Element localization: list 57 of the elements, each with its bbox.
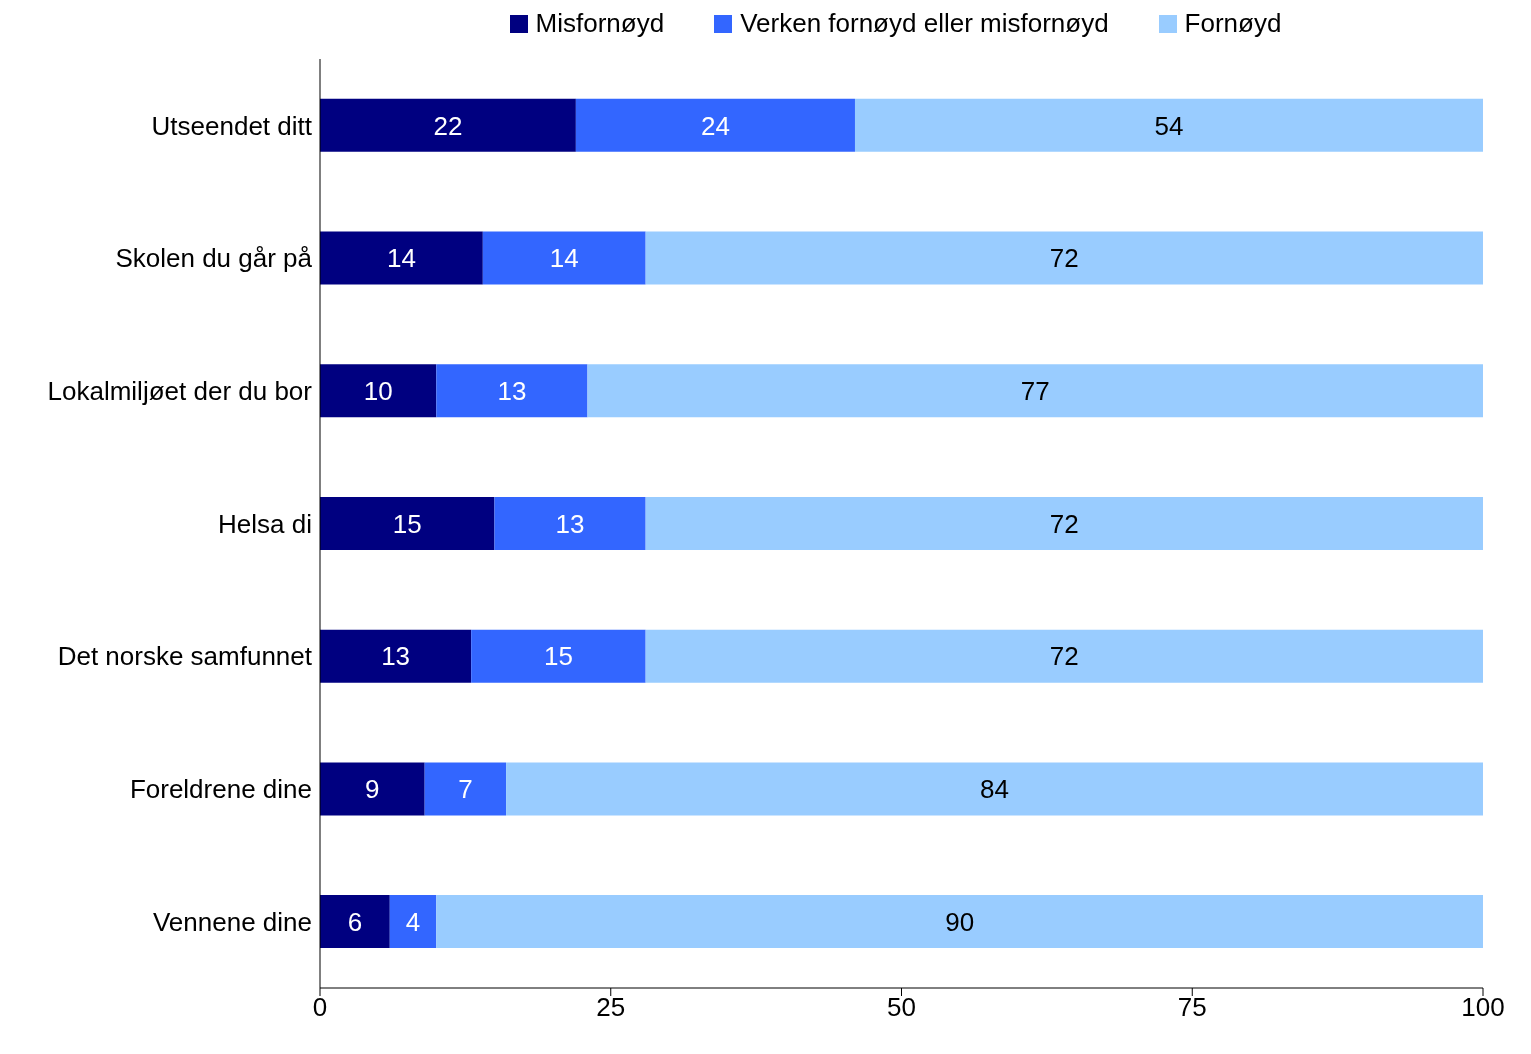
bar	[494, 496, 646, 550]
x-tick-label: 50	[887, 992, 916, 1023]
data-label: 22	[433, 110, 463, 141]
bar	[320, 98, 576, 152]
y-tick-label: Det norske samfunnet	[57, 641, 313, 672]
data-label: 13	[555, 508, 585, 539]
bar	[320, 629, 472, 683]
data-label: 90	[945, 906, 975, 937]
x-tick-label: 75	[1177, 992, 1207, 1023]
bar	[320, 895, 390, 949]
bar	[320, 762, 425, 816]
bar	[482, 231, 646, 285]
data-label: 6	[347, 906, 363, 937]
bar	[320, 231, 483, 285]
bar	[506, 762, 1483, 816]
bar	[389, 895, 437, 949]
y-tick-label: Helsa di	[218, 508, 312, 539]
data-label: 72	[1049, 508, 1079, 539]
data-label: 7	[458, 774, 473, 805]
bar	[854, 98, 1483, 152]
data-label: 15	[392, 508, 422, 539]
data-label: 15	[543, 641, 573, 672]
data-label: 77	[1020, 375, 1050, 406]
bar	[320, 364, 437, 418]
bar	[645, 231, 1483, 285]
bar	[471, 629, 646, 683]
data-label: 24	[700, 110, 730, 141]
bar	[436, 895, 1483, 949]
data-label: 54	[1154, 110, 1184, 141]
data-label: 13	[381, 641, 411, 672]
data-label: 4	[405, 906, 421, 937]
bar	[645, 496, 1483, 550]
bar	[575, 98, 855, 152]
data-label: 72	[1049, 243, 1079, 274]
bar	[436, 364, 588, 418]
y-tick-label: Vennene dine	[152, 906, 312, 937]
bar	[320, 496, 495, 550]
x-tick-label: 100	[1461, 992, 1505, 1023]
y-tick-label: Foreldrene dine	[129, 774, 312, 805]
bar	[645, 629, 1483, 683]
x-tick-label: 25	[596, 992, 626, 1023]
data-label: 13	[497, 375, 527, 406]
bar	[424, 762, 507, 816]
y-tick-label: Lokalmiljøet der du bor	[47, 376, 313, 407]
y-tick-label: Utseendet ditt	[151, 110, 313, 141]
data-label: 14	[386, 243, 416, 274]
data-label: 72	[1049, 641, 1079, 672]
legend-label: Fornøyd	[1184, 8, 1282, 39]
bar	[587, 364, 1483, 418]
legend-label: Misfornøyd	[535, 8, 665, 39]
data-label: 14	[549, 243, 579, 274]
data-label: 84	[980, 774, 1009, 805]
legend-label: Verken fornøyd eller misfornøyd	[740, 8, 1109, 39]
y-tick-label: Skolen du går på	[115, 243, 313, 274]
x-tick-label: 0	[312, 992, 328, 1023]
data-label: 9	[365, 774, 380, 805]
data-label: 10	[363, 375, 393, 406]
